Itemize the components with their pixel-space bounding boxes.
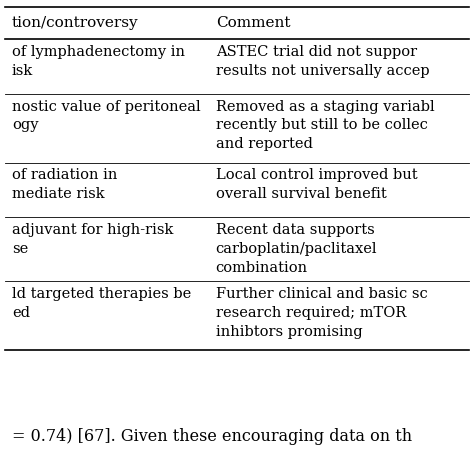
Text: ld targeted therapies be
ed: ld targeted therapies be ed <box>12 287 191 320</box>
Text: of radiation in
mediate risk: of radiation in mediate risk <box>12 168 117 201</box>
Text: Comment: Comment <box>216 16 290 30</box>
Text: Further clinical and basic sc
research required; mTOR
inhibtors promising: Further clinical and basic sc research r… <box>216 287 428 338</box>
Text: = 0.74) [67]. Given these encouraging data on th: = 0.74) [67]. Given these encouraging da… <box>12 428 412 445</box>
Text: ASTEC trial did not suppor
results not universally accep: ASTEC trial did not suppor results not u… <box>216 45 429 78</box>
Text: nostic value of peritoneal
ogy: nostic value of peritoneal ogy <box>12 100 201 133</box>
Text: of lymphadenectomy in
isk: of lymphadenectomy in isk <box>12 45 185 78</box>
Text: Local control improved but
overall survival benefit: Local control improved but overall survi… <box>216 168 417 201</box>
Text: adjuvant for high-risk
se: adjuvant for high-risk se <box>12 223 173 256</box>
Text: Recent data supports
carboplatin/paclitaxel
combination: Recent data supports carboplatin/paclita… <box>216 223 377 274</box>
Text: tion/controversy: tion/controversy <box>12 16 138 30</box>
Text: Removed as a staging variabl
recently but still to be collec
and reported: Removed as a staging variabl recently bu… <box>216 100 434 151</box>
